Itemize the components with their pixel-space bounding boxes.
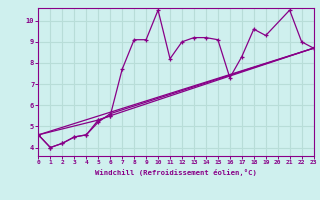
X-axis label: Windchill (Refroidissement éolien,°C): Windchill (Refroidissement éolien,°C) (95, 169, 257, 176)
